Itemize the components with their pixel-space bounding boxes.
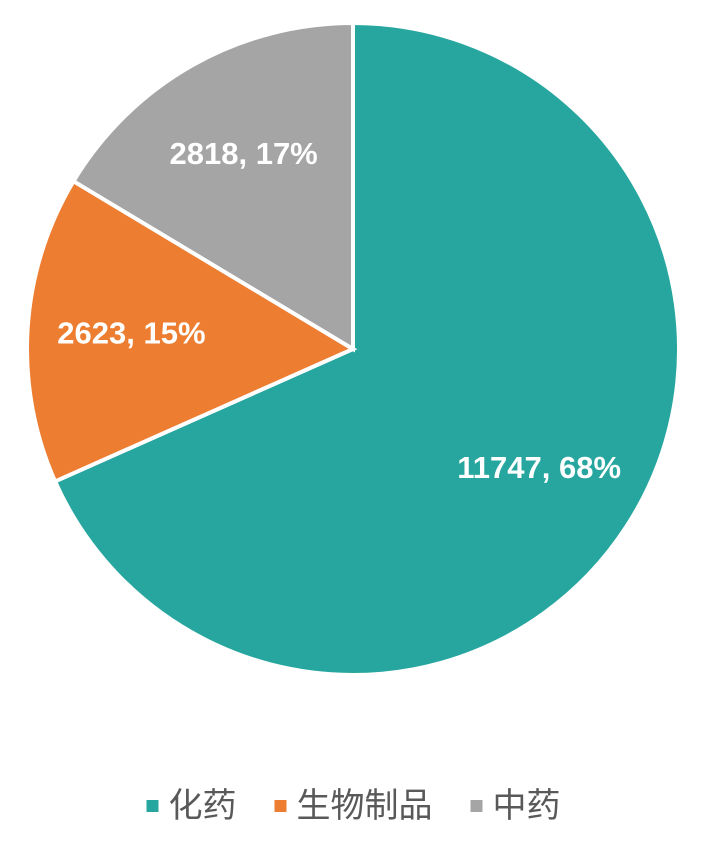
pie-slice	[25, 178, 358, 485]
pie-slice	[70, 20, 355, 353]
legend-swatch	[470, 800, 483, 812]
legend-label: 中药	[493, 787, 561, 825]
pie-slice	[52, 20, 681, 677]
data-label: 11747, 68%	[457, 450, 621, 485]
legend: 化药 生物制品 中药	[146, 787, 561, 825]
legend-label: 化药	[169, 787, 237, 825]
data-label: 2623, 15%	[57, 316, 205, 351]
legend-swatch	[274, 800, 287, 812]
legend-swatch	[146, 800, 159, 812]
data-label: 2818, 17%	[170, 136, 318, 171]
legend-label: 生物制品	[297, 787, 433, 825]
